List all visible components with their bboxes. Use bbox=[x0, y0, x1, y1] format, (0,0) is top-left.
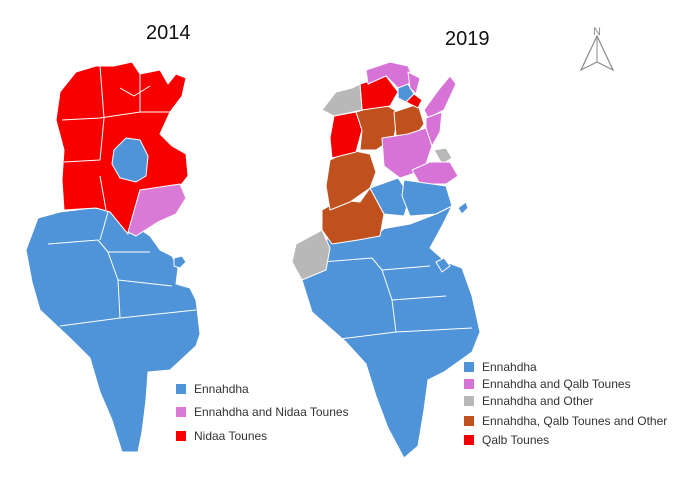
region-2019-monastir bbox=[433, 147, 453, 165]
map-2019 bbox=[291, 61, 481, 459]
legend-2014-nidaa: Nidaa Tounes bbox=[176, 429, 267, 443]
region-2019-capbon bbox=[423, 75, 457, 119]
region-2014-south bbox=[25, 207, 201, 453]
legend-swatch bbox=[176, 407, 186, 417]
region-2019-sfax bbox=[401, 179, 453, 217]
legend-swatch bbox=[464, 396, 474, 406]
legend-label: Ennahdha and Nidaa Tounes bbox=[194, 405, 349, 419]
legend-swatch bbox=[464, 416, 474, 426]
border-2014-7 bbox=[63, 65, 105, 163]
region-2014-sfax bbox=[127, 183, 187, 237]
legend-2014-ennahdha: Ennahdha bbox=[176, 382, 249, 396]
region-2019-sousse bbox=[425, 111, 443, 147]
legend-2019-qalb: Qalb Tounes bbox=[464, 433, 549, 447]
border-2014-6 bbox=[61, 111, 170, 121]
legend-2019-ennahdha-other: Ennahdha and Other bbox=[464, 394, 593, 408]
north-label: N bbox=[593, 26, 601, 38]
map-title-2014: 2014 bbox=[146, 22, 191, 44]
legend-2014-ennahdha-nidaa: Ennahdha and Nidaa Tounes bbox=[176, 405, 349, 419]
region-2019-manouba bbox=[405, 93, 423, 109]
region-2019-south bbox=[301, 205, 481, 459]
region-2019-benarous bbox=[407, 71, 421, 95]
region-2014-djerba bbox=[173, 255, 187, 269]
legend-swatch bbox=[176, 431, 186, 441]
border-2014-1 bbox=[47, 239, 150, 253]
legend-2019-ennahdha-qalb: Ennahdha and Qalb Tounes bbox=[464, 377, 631, 391]
region-2019-kerkennah bbox=[457, 201, 469, 215]
border-2014-10 bbox=[119, 85, 151, 97]
legend-swatch bbox=[464, 362, 474, 372]
region-2019-kairouan bbox=[381, 127, 433, 179]
region-2019-djerba bbox=[435, 257, 451, 273]
border-2019-1 bbox=[321, 257, 431, 271]
border-2014-5 bbox=[119, 309, 197, 319]
legend-label: Nidaa Tounes bbox=[194, 429, 268, 443]
legend-label: Ennahdha and Qalb Tounes bbox=[482, 377, 631, 391]
legend-2019-ennahdha: Ennahdha bbox=[464, 360, 537, 374]
map-2014 bbox=[25, 61, 201, 453]
legend-label: Ennahdha, Qalb Tounes and Other bbox=[482, 414, 668, 428]
legend-swatch bbox=[176, 384, 186, 394]
legend-label: Ennahdha and Other bbox=[482, 394, 594, 408]
border-2014-9 bbox=[99, 175, 107, 211]
legend-2019-ennahdha-qalb-other: Ennahdha, Qalb Tounes and Other bbox=[464, 414, 667, 428]
legend-label: Ennahdha bbox=[482, 360, 537, 374]
legend-label: Ennahdha bbox=[194, 382, 249, 396]
legend-label: Qalb Tounes bbox=[482, 433, 550, 447]
border-2014-2 bbox=[99, 211, 109, 241]
border-2019-5 bbox=[379, 215, 411, 233]
north-arrow-icon: N bbox=[579, 26, 615, 72]
border-2019-4 bbox=[395, 327, 473, 333]
legend-swatch bbox=[464, 435, 474, 445]
legend-swatch bbox=[464, 379, 474, 389]
region-2014-center bbox=[111, 137, 149, 183]
region-2019-northwest bbox=[321, 83, 363, 117]
map-title-2019: 2019 bbox=[445, 28, 490, 50]
